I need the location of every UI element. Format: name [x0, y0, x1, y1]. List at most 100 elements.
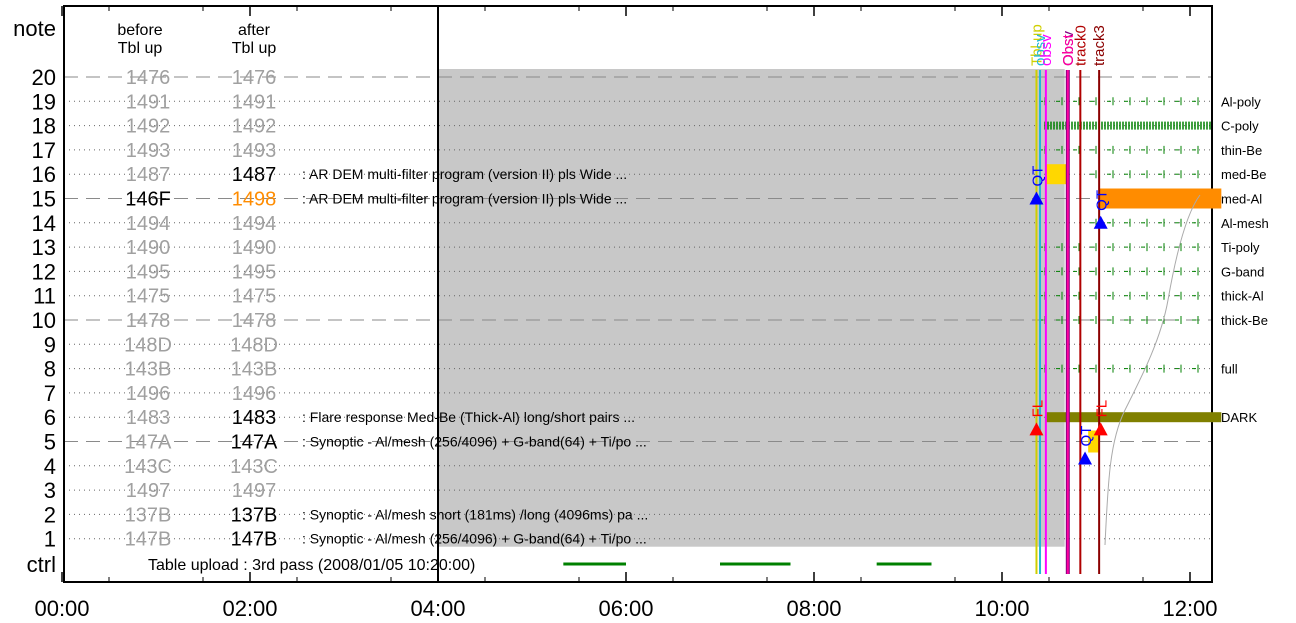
filter-label: med-Be [1221, 167, 1267, 182]
note-number: 7 [44, 381, 56, 406]
after-id: 1497 [232, 480, 277, 502]
vertical-marker-label: Obsv [1060, 30, 1077, 66]
filter-label: C-poly [1221, 119, 1259, 134]
event-label: QT [1078, 426, 1095, 447]
note-number: 5 [44, 430, 56, 455]
after-id: 137B [231, 504, 278, 526]
after-id: 143B [231, 359, 278, 381]
before-id: 137B [125, 504, 172, 526]
before-id: 147A [125, 432, 172, 454]
filter-label: thin-Be [1221, 143, 1262, 158]
before-id: 1476 [126, 67, 171, 89]
before-id: 1487 [126, 164, 171, 186]
note-number: 2 [44, 502, 56, 527]
before-header: Tbl up [118, 40, 163, 57]
after-id: 1494 [232, 213, 277, 235]
x-tick-label: 12:00 [1162, 596, 1217, 621]
before-id: 143C [124, 456, 172, 478]
note-number: 20 [32, 65, 56, 90]
after-id: 1490 [232, 237, 277, 259]
vertical-marker-label: track0 [1072, 25, 1089, 66]
note-number: 10 [32, 308, 56, 333]
activity-bar [1045, 412, 1222, 423]
program-description: : Synoptic - Al/mesh (256/4096) + G-band… [302, 434, 647, 450]
filter-label: Ti-poly [1221, 240, 1260, 255]
activity-bar [1088, 430, 1100, 453]
before-id: 1497 [126, 480, 171, 502]
before-id: 1495 [126, 261, 171, 283]
x-tick-label: 02:00 [222, 596, 277, 621]
after-id: 1495 [232, 261, 277, 283]
vertical-marker-label: Obst [1060, 33, 1077, 66]
filter-label: thick-Al [1221, 289, 1264, 304]
note-number: 4 [44, 454, 56, 479]
event-label: FL [1094, 400, 1111, 418]
ctrl-text: Table upload : 3rd pass (2008/01/05 10:2… [148, 557, 475, 574]
filter-label: thick-Be [1221, 313, 1268, 328]
before-id: 146F [125, 189, 171, 211]
before-id: 1478 [126, 310, 171, 332]
note-number: 17 [32, 138, 56, 163]
before-id: 1494 [126, 213, 171, 235]
vertical-marker-label: track3 [1091, 25, 1108, 66]
after-id: 1493 [232, 140, 277, 162]
before-id: 1496 [126, 383, 171, 405]
before-id: 148D [124, 334, 172, 356]
after-id: 1478 [232, 310, 277, 332]
after-id: 147B [231, 529, 278, 551]
after-id: 1475 [232, 286, 277, 308]
program-description: : Synoptic - Al/mesh short (181ms) /long… [302, 506, 648, 522]
filter-label: DARK [1221, 410, 1257, 425]
before-id: 143B [125, 359, 172, 381]
filter-label: full [1221, 362, 1238, 377]
activity-bar [1099, 188, 1222, 209]
x-tick-label: 04:00 [410, 596, 465, 621]
vertical-marker-label: obsv [1032, 34, 1049, 66]
note-number: 1 [44, 527, 56, 552]
filter-label: Al-poly [1221, 94, 1261, 109]
note-number: 14 [32, 211, 56, 236]
before-id: 147B [125, 529, 172, 551]
before-id: 1483 [126, 407, 171, 429]
filter-label: Al-mesh [1221, 216, 1269, 231]
ctrl-label: ctrl [27, 552, 56, 577]
vertical-marker-label: obsv [1038, 34, 1055, 66]
plot-frame [63, 5, 1213, 583]
program-description: : AR DEM multi-filter program (version I… [302, 166, 627, 182]
after-id: 148D [230, 334, 278, 356]
note-number: 9 [44, 332, 56, 357]
trace-curve [1104, 194, 1201, 546]
note-number: 11 [33, 284, 56, 309]
x-tick-label: 08:00 [786, 596, 841, 621]
x-tick-label: 00:00 [34, 596, 89, 621]
note-number: 3 [44, 478, 56, 503]
note-number: 18 [32, 114, 56, 139]
note-number: 19 [32, 89, 56, 114]
x-tick-label: 10:00 [974, 596, 1029, 621]
event-triangle [1093, 422, 1108, 436]
after-id: 1491 [232, 91, 277, 113]
event-triangle [1093, 215, 1108, 229]
x-tick-label: 06:00 [598, 596, 653, 621]
note-number: 16 [32, 162, 56, 187]
before-id: 1490 [126, 237, 171, 259]
before-header: before [117, 22, 162, 39]
event-triangle [1078, 451, 1093, 465]
activity-bar [1045, 164, 1070, 185]
after-id: 1492 [232, 116, 277, 138]
note-number: 12 [32, 259, 56, 284]
event-label: QT [1029, 166, 1046, 187]
before-id: 1491 [126, 91, 171, 113]
after-id: 143C [230, 456, 278, 478]
program-description: : Flare response Med-Be (Thick-Al) long/… [302, 409, 635, 425]
observation-region [438, 69, 1065, 547]
after-id: 1476 [232, 67, 277, 89]
vertical-marker-label: Tbl up [1028, 24, 1045, 66]
after-id: 1496 [232, 383, 277, 405]
after-header: after [238, 22, 271, 39]
after-id: 1487 [232, 164, 277, 186]
note-number: 15 [32, 187, 56, 212]
note-number: 13 [32, 235, 56, 260]
after-header: Tbl up [232, 40, 277, 57]
